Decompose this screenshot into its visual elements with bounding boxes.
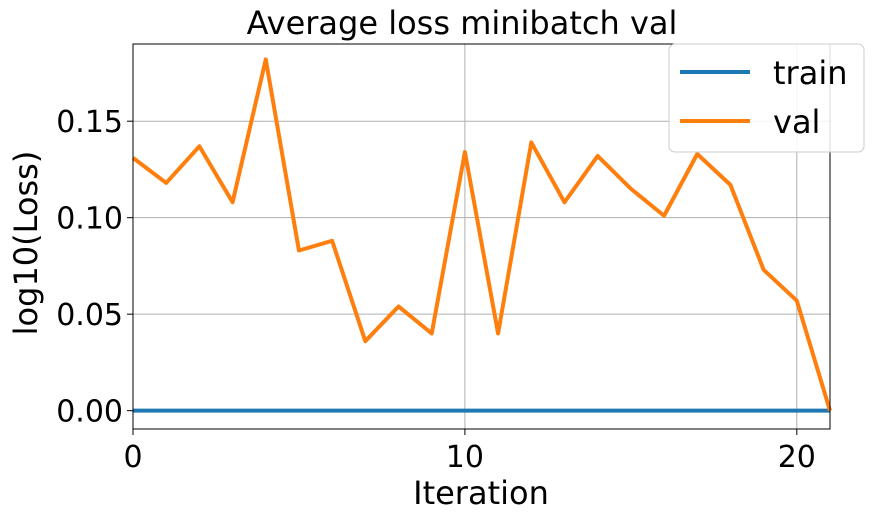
y-axis-ticks: 0.00 0.05 0.10 0.15: [56, 105, 133, 430]
series-line-val: [131, 57, 832, 412]
legend: train val: [668, 43, 865, 153]
chart-title: Average loss minibatch val: [247, 4, 678, 42]
series-layer: [131, 57, 832, 413]
y-tick-label: 0.05: [56, 298, 123, 333]
y-tick-label: 0.00: [56, 395, 123, 430]
x-axis-label: Iteration: [413, 474, 549, 512]
y-axis-label: log10(Loss): [7, 151, 45, 336]
plot-frame: [132, 43, 831, 430]
x-tick-label: 20: [778, 440, 816, 475]
legend-label-val: val: [773, 103, 820, 141]
y-tick-label: 0.15: [56, 105, 123, 140]
legend-label-train: train: [773, 54, 847, 92]
y-tick-label: 0.10: [56, 202, 123, 237]
x-tick-label: 10: [446, 440, 484, 475]
x-tick-label: 0: [123, 440, 142, 475]
x-axis-ticks: 0 10 20: [123, 429, 816, 475]
